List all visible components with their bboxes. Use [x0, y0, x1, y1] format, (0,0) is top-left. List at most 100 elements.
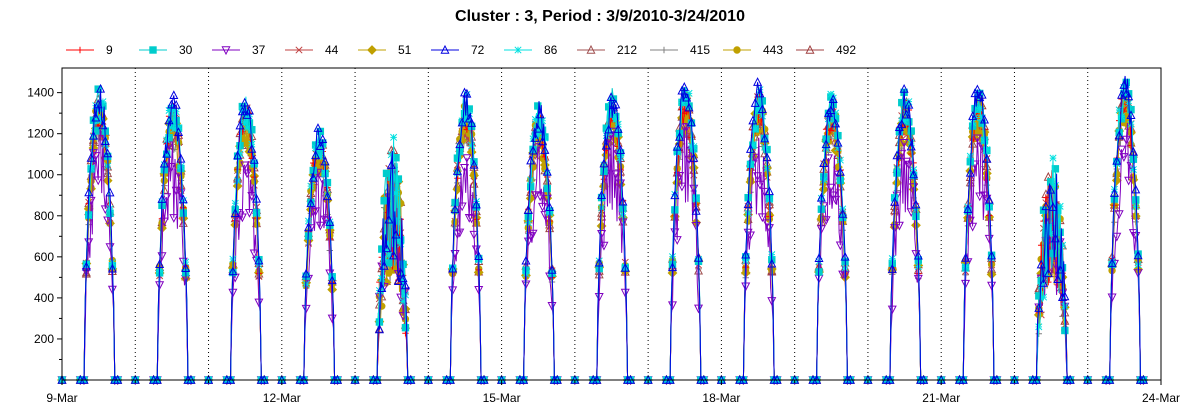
data-point-86 — [1056, 202, 1064, 210]
legend-marker-37 — [221, 46, 231, 56]
data-point-37 — [315, 221, 325, 231]
data-point-72 — [93, 99, 103, 109]
data-point-72 — [303, 222, 314, 232]
x-tick-label: 12-Mar — [263, 391, 301, 405]
data-point-72 — [840, 251, 850, 261]
data-point-37 — [448, 286, 458, 296]
data-point-72 — [233, 150, 243, 160]
data-point-72 — [693, 252, 704, 262]
data-point-72 — [977, 89, 987, 99]
data-point-72 — [750, 98, 760, 107]
data-point-72 — [377, 283, 387, 293]
y-tick-label: 1000 — [27, 168, 54, 182]
data-point-37 — [672, 236, 682, 245]
data-point-72 — [249, 154, 259, 164]
data-point-37 — [100, 205, 110, 215]
data-point-72 — [987, 250, 997, 260]
data-point-72 — [530, 133, 540, 142]
data-point-51 — [911, 220, 921, 231]
data-point-37 — [301, 304, 311, 314]
data-point-37 — [767, 297, 777, 306]
data-point-30 — [1061, 326, 1069, 335]
y-tick-label: 600 — [34, 250, 54, 264]
x-tick-label: 15-Mar — [483, 391, 521, 405]
legend-label-443: 443 — [763, 43, 783, 57]
data-point-72 — [909, 169, 919, 179]
data-point-72 — [826, 105, 836, 115]
data-point-37 — [1128, 229, 1138, 238]
data-point-86 — [980, 137, 989, 145]
data-point-72 — [1128, 146, 1138, 156]
data-point-72 — [171, 99, 181, 109]
data-point-86 — [99, 98, 107, 106]
data-point-72 — [1112, 155, 1122, 165]
legend-marker-72 — [440, 44, 450, 54]
data-point-72 — [1046, 184, 1056, 194]
data-point-72 — [157, 194, 167, 203]
data-point-30 — [248, 126, 256, 134]
data-point-37 — [242, 169, 252, 179]
data-point-30 — [905, 118, 913, 126]
legend-label-212: 212 — [617, 43, 637, 57]
data-point-72 — [611, 99, 621, 109]
data-point-72 — [181, 263, 191, 272]
data-point-86 — [243, 124, 251, 132]
data-point-37 — [1112, 232, 1122, 242]
data-point-72 — [597, 190, 607, 199]
data-point-37 — [535, 192, 545, 202]
data-point-37 — [816, 225, 826, 235]
data-point-86 — [685, 89, 693, 97]
data-point-37 — [828, 191, 838, 201]
data-point-72 — [381, 243, 392, 253]
data-point-72 — [1119, 80, 1129, 89]
plot-frame — [61, 67, 1162, 381]
series-line-37 — [62, 122, 1161, 381]
data-point-72 — [767, 258, 777, 268]
data-point-72 — [240, 97, 250, 107]
data-point-72 — [523, 205, 533, 215]
data-point-86 — [163, 136, 171, 144]
data-point-72 — [823, 108, 834, 117]
data-point-86 — [321, 169, 329, 177]
data-point-72 — [526, 155, 536, 165]
x-tick-label: 9-Mar — [46, 391, 77, 405]
data-point-86 — [1132, 202, 1140, 210]
data-point-72 — [821, 139, 831, 149]
data-point-72 — [965, 167, 975, 177]
data-point-72 — [540, 145, 550, 154]
data-point-37 — [757, 213, 767, 223]
data-point-72 — [764, 186, 774, 196]
data-point-86 — [382, 247, 391, 255]
data-point-37 — [961, 279, 971, 289]
data-point-86 — [385, 251, 393, 259]
data-point-37 — [474, 285, 484, 295]
data-point-37 — [762, 219, 772, 229]
data-point-37 — [240, 161, 250, 171]
data-point-72 — [533, 123, 543, 133]
data-point-37 — [745, 231, 756, 241]
data-point-37 — [107, 285, 117, 295]
data-point-86 — [252, 210, 261, 218]
data-point-86 — [316, 153, 324, 161]
data-point-72 — [247, 143, 257, 153]
data-point-86 — [468, 142, 476, 150]
y-tick-label: 200 — [34, 332, 54, 346]
legend-label-37: 37 — [252, 43, 266, 57]
legend-marker-415 — [660, 46, 668, 54]
data-point-37 — [457, 202, 467, 212]
data-point-86 — [309, 175, 317, 183]
data-point-37 — [894, 221, 904, 231]
data-point-72 — [254, 255, 264, 265]
data-point-72 — [84, 187, 94, 197]
data-point-72 — [237, 106, 247, 116]
data-point-72 — [684, 102, 694, 112]
data-point-72 — [471, 199, 481, 209]
data-point-37 — [755, 180, 765, 190]
legend-marker-9 — [76, 46, 84, 54]
data-point-72 — [384, 214, 394, 224]
data-point-72 — [88, 130, 98, 140]
data-point-72 — [691, 206, 701, 215]
data-point-86 — [399, 297, 407, 305]
data-point-72 — [1126, 110, 1136, 120]
data-point-72 — [741, 249, 751, 259]
